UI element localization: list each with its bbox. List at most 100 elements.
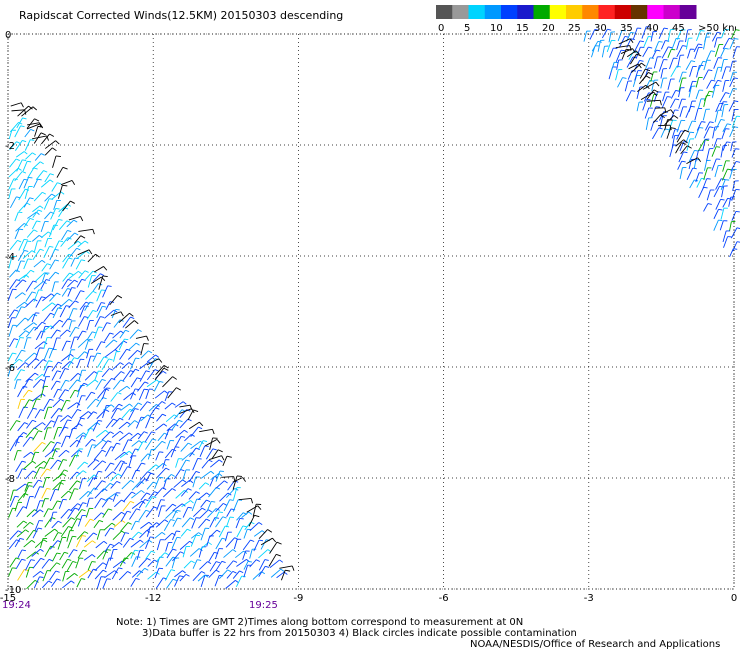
wind-barb [62, 517, 76, 528]
wind-barb [33, 576, 44, 589]
wind-barb [703, 59, 711, 71]
wind-barb [7, 317, 16, 329]
wind-barb [721, 168, 732, 181]
wind-barb [9, 441, 20, 452]
wind-barb [13, 450, 22, 461]
wind-barb [728, 100, 739, 112]
wind-barb [105, 349, 119, 358]
wind-barb [32, 430, 43, 441]
wind-barb [131, 481, 144, 491]
wind-barb [181, 452, 195, 461]
wind-barb [253, 539, 264, 552]
contaminated-wind-barb [44, 140, 60, 149]
wind-barb [180, 528, 192, 537]
wind-barb [32, 422, 46, 430]
wind-barb [51, 182, 62, 192]
wind-barb [34, 486, 44, 499]
contaminated-wind-barb [125, 320, 139, 329]
wind-barb [40, 468, 51, 477]
wind-barb [711, 146, 721, 157]
wind-barb [113, 319, 124, 328]
wind-barb [694, 127, 704, 139]
wind-barb [102, 508, 113, 518]
wind-barb [51, 441, 61, 452]
wind-barb [44, 193, 56, 202]
wind-barb [44, 545, 55, 557]
east-swath [583, 26, 740, 258]
wind-barb [70, 336, 79, 349]
x-tick-label: -9 [293, 593, 303, 604]
contaminated-wind-barb [17, 105, 33, 117]
wind-barb [695, 77, 703, 88]
wind-barb [170, 446, 180, 458]
wind-barb [223, 499, 234, 512]
colorbar-swatch [549, 5, 567, 19]
wind-barb [18, 238, 29, 251]
wind-barb [87, 411, 98, 419]
wind-barb [731, 115, 740, 129]
wind-barb [241, 511, 253, 518]
credit-line: NOAA/NESDIS/Office of Research and Appli… [470, 639, 721, 650]
wind-barb [17, 362, 29, 371]
wind-barb [702, 178, 711, 190]
wind-barb [175, 458, 183, 468]
wind-barb [42, 570, 52, 582]
wind-barb [129, 368, 140, 378]
wind-barb [154, 531, 166, 539]
wind-barb [9, 121, 23, 133]
wind-barb [218, 525, 230, 538]
wind-barb [645, 57, 655, 70]
wind-barb [112, 379, 125, 390]
wind-barb [7, 366, 16, 377]
wind-barb [35, 500, 44, 512]
wind-barb [731, 108, 739, 122]
wind-barb [40, 279, 51, 290]
wind-barb [86, 320, 94, 331]
wind-barb [687, 120, 697, 131]
wind-barb [51, 281, 59, 293]
wind-barb [14, 139, 27, 151]
wind-barb [633, 40, 644, 53]
wind-barb [209, 561, 221, 572]
colorbar-label: 25 [568, 23, 581, 34]
wind-barb [661, 96, 672, 109]
wind-barb [67, 349, 76, 361]
wind-barb [52, 415, 63, 428]
wind-barb [93, 439, 107, 449]
wind-barb [732, 241, 740, 252]
wind-barb [8, 567, 17, 577]
wind-barb [233, 538, 242, 550]
wind-barb [52, 500, 62, 510]
wind-barb [34, 347, 44, 361]
wind-barb [616, 59, 623, 70]
wind-barb [147, 571, 160, 580]
wind-barb [112, 362, 124, 370]
wind-barb [68, 379, 81, 390]
wind-barb [131, 531, 143, 539]
wind-barb [121, 362, 133, 370]
wind-barb [269, 559, 284, 568]
wind-barb [156, 413, 167, 422]
wind-barb [86, 309, 97, 320]
wind-barb [138, 558, 151, 568]
wind-barb [706, 79, 716, 89]
wind-barb [23, 269, 35, 279]
wind-barb [192, 559, 202, 569]
wind-barb [67, 287, 76, 297]
wind-barb [641, 26, 651, 39]
wind-barb [9, 495, 19, 508]
colorbar-swatch [631, 5, 648, 19]
wind-barb [52, 481, 64, 491]
wind-barb [120, 466, 132, 478]
wind-barb [39, 537, 48, 548]
wind-barb [22, 378, 33, 389]
wind-barb [44, 173, 54, 183]
wind-barb [235, 518, 244, 529]
contaminated-wind-barb [60, 179, 76, 186]
wind-barb [83, 540, 96, 548]
wind-barb [95, 540, 108, 549]
wind-barb [166, 578, 177, 589]
wind-barb [17, 385, 28, 398]
wind-barb [632, 74, 641, 87]
wind-barb [731, 189, 740, 201]
